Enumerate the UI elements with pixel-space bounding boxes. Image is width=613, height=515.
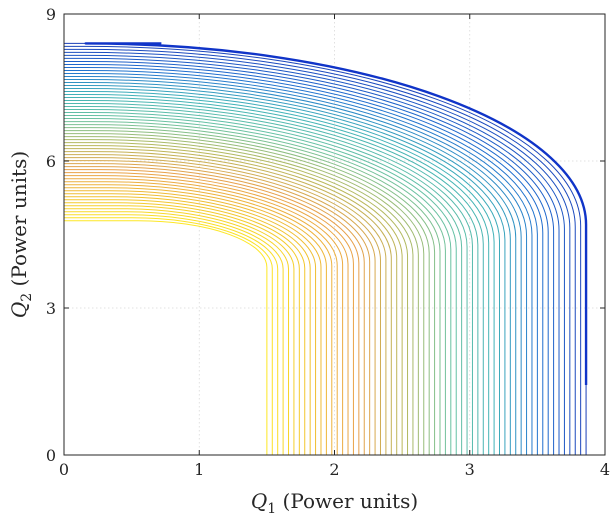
contour-line	[64, 100, 484, 455]
contour-line	[64, 51, 571, 455]
contour-line	[64, 118, 452, 455]
contour-line	[64, 196, 311, 455]
contour-line	[64, 163, 371, 455]
contour-line	[64, 136, 419, 455]
contour-line	[64, 121, 446, 455]
outer-boundary	[84, 42, 588, 386]
contour-line	[64, 87, 506, 455]
contour-line	[64, 178, 344, 455]
contour-line	[64, 130, 430, 455]
y-tick-label: 0	[46, 446, 56, 465]
contour-line	[64, 208, 290, 455]
contour-line	[64, 190, 322, 455]
contour-line	[64, 94, 495, 455]
contour-line	[64, 157, 381, 455]
contour-line	[64, 160, 376, 455]
y-tick-label: 6	[46, 152, 56, 171]
contour-line	[64, 69, 538, 455]
contour-line	[64, 124, 441, 455]
contour-line	[64, 139, 414, 455]
contour-line	[64, 81, 517, 455]
contour-line	[64, 142, 409, 455]
contour-line	[64, 169, 360, 455]
y-axis-label: Q2 (Power units)	[7, 151, 35, 318]
contour-line	[64, 217, 273, 455]
contour-line	[64, 78, 522, 455]
contour-line	[64, 199, 306, 455]
contour-line	[64, 148, 398, 455]
contour-line	[64, 181, 338, 455]
contour-line	[64, 211, 284, 455]
contour-line	[64, 202, 300, 455]
x-tick-label: 3	[465, 460, 475, 479]
contour-line	[64, 45, 582, 455]
contour-line	[64, 57, 560, 455]
contour-line	[64, 109, 468, 455]
contour-line	[64, 151, 392, 455]
x-axis-label: Q1 (Power units)	[251, 489, 418, 515]
contour-line	[64, 175, 349, 455]
y-tick-label: 3	[46, 299, 56, 318]
contour-line	[64, 166, 365, 455]
y-tick-label: 9	[46, 5, 56, 24]
contour-line	[64, 193, 317, 455]
contour-line	[64, 145, 403, 455]
x-tick-label: 4	[600, 460, 610, 479]
contour-line	[64, 63, 549, 455]
x-tick-label: 2	[329, 460, 339, 479]
contour-line	[64, 72, 533, 455]
contour-line	[64, 214, 279, 455]
contour-line	[64, 97, 490, 455]
x-tick-label: 1	[194, 460, 204, 479]
grid-lines	[64, 14, 605, 455]
y-tick-labels: 0 3 6 9	[46, 5, 56, 465]
contour-line	[64, 106, 473, 455]
x-tick-labels: 0 1 2 3 4	[59, 460, 610, 479]
contour-line	[64, 205, 295, 455]
contour-line	[64, 220, 268, 455]
contour-line	[64, 54, 565, 455]
contour-line	[64, 75, 528, 455]
contour-line	[64, 60, 555, 455]
contour-line	[64, 84, 511, 455]
contour-lines	[64, 42, 588, 455]
contour-line	[64, 112, 463, 455]
contour-line	[64, 172, 354, 455]
contour-line	[64, 133, 425, 455]
x-tick-label: 0	[59, 460, 69, 479]
contour-line	[64, 48, 576, 455]
contour-line	[64, 103, 479, 455]
contour-line	[64, 91, 501, 455]
contour-line	[64, 66, 544, 455]
tick-marks	[63, 13, 606, 456]
contour-line	[64, 187, 327, 455]
contour-line	[64, 154, 387, 455]
contour-line	[64, 115, 457, 455]
contour-line	[64, 184, 333, 455]
contour-line	[64, 127, 436, 455]
